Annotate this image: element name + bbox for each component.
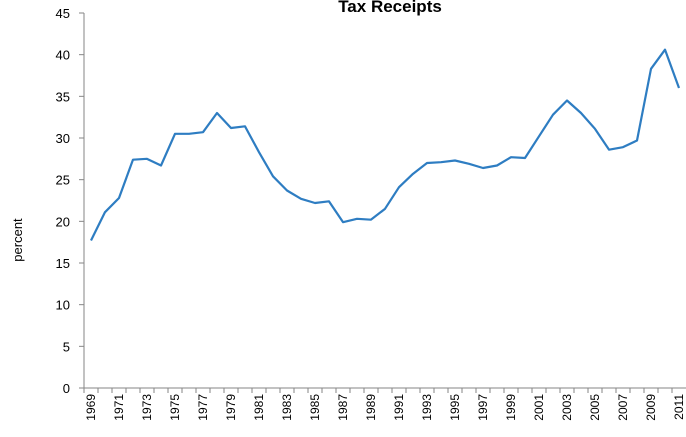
y-tick-label: 40 <box>56 48 70 63</box>
x-tick-label: 2001 <box>532 394 546 421</box>
line-series <box>90 48 681 241</box>
x-tick-label: 2007 <box>616 394 630 421</box>
x-tick-label: 2011 <box>672 394 686 420</box>
x-tick-label: 1971 <box>112 394 126 421</box>
x-tick-label: 1977 <box>196 394 210 421</box>
y-tick-label: 20 <box>56 214 70 229</box>
x-tick-label: 1995 <box>448 394 462 421</box>
y-tick-label: 30 <box>56 131 70 146</box>
x-tick-label: 1987 <box>336 394 350 421</box>
y-tick-label: 0 <box>63 381 70 396</box>
x-tick-label: 2003 <box>560 394 574 421</box>
x-tick-label: 2009 <box>644 394 658 421</box>
x-tick-label: 1973 <box>140 394 154 421</box>
x-tick-label: 1983 <box>280 394 294 421</box>
y-tick-label: 45 <box>56 6 70 21</box>
x-tick-label: 1979 <box>224 394 238 421</box>
y-axis-label: percent <box>10 218 25 262</box>
x-tick-label: 1991 <box>392 394 406 421</box>
x-tick-label: 1997 <box>476 394 490 421</box>
x-tick-label: 1969 <box>84 394 98 421</box>
y-tick-label: 35 <box>56 89 70 104</box>
x-tick-label: 1993 <box>420 394 434 421</box>
chart-title: Tax Receipts <box>338 0 442 16</box>
x-tick-label: 1989 <box>364 394 378 421</box>
x-tick-label: 1975 <box>168 394 182 421</box>
x-tick-label: 1985 <box>308 394 322 421</box>
x-tick-label: 1981 <box>252 394 266 421</box>
x-tick-label: 1999 <box>504 394 518 421</box>
y-tick-label: 15 <box>56 256 70 271</box>
y-tick-label: 5 <box>63 339 70 354</box>
y-tick-label: 10 <box>56 298 70 313</box>
x-tick-label: 2005 <box>588 394 602 421</box>
y-tick-label: 25 <box>56 173 70 188</box>
